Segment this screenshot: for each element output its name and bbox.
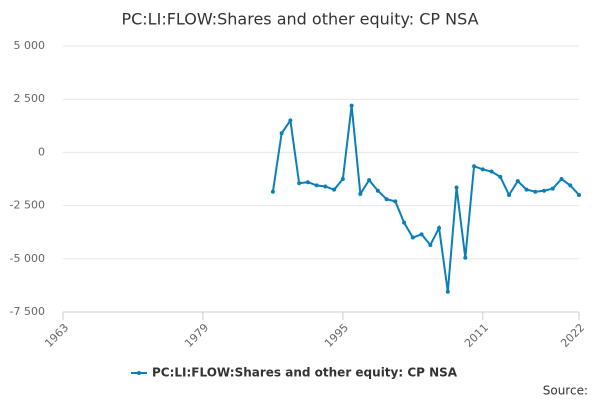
point — [568, 183, 573, 188]
point — [270, 189, 275, 194]
point — [402, 220, 407, 225]
point — [279, 131, 284, 136]
point — [332, 187, 337, 192]
point — [367, 178, 372, 183]
chart-title: PC:LI:FLOW:Shares and other equity: CP N… — [121, 10, 478, 29]
point — [542, 188, 547, 193]
point — [419, 232, 424, 237]
y-tick-label: 5 000 — [14, 39, 46, 52]
point — [428, 242, 433, 247]
point — [507, 192, 512, 197]
x-tick-label: 2011 — [462, 321, 491, 350]
point — [515, 179, 520, 184]
y-tick-label: 0 — [38, 145, 45, 158]
point — [480, 167, 485, 172]
point — [323, 184, 328, 189]
x-tick-label: 1963 — [42, 321, 71, 350]
point — [524, 187, 529, 192]
point — [454, 185, 459, 190]
y-tick-label: 2 500 — [14, 92, 46, 105]
legend-label: PC:LI:FLOW:Shares and other equity: CP N… — [152, 366, 458, 380]
point — [489, 169, 494, 174]
point — [463, 255, 468, 260]
point — [305, 180, 310, 185]
point — [297, 181, 302, 186]
point — [559, 177, 564, 181]
point — [340, 177, 345, 181]
point — [393, 199, 398, 204]
point — [358, 191, 363, 196]
point — [533, 189, 538, 194]
y-tick-label: -5 000 — [10, 252, 45, 265]
x-tick-label: 1995 — [322, 321, 351, 350]
legend-marker — [137, 371, 141, 375]
point — [550, 186, 555, 191]
point — [314, 183, 319, 188]
point — [288, 118, 293, 123]
point — [445, 289, 450, 294]
point — [384, 197, 389, 202]
point — [472, 164, 477, 169]
y-tick-label: -7 500 — [10, 305, 45, 318]
source: Source: — [543, 384, 588, 398]
point — [437, 225, 442, 230]
point — [349, 103, 354, 108]
point — [498, 174, 503, 179]
x-tick-label: 2022 — [558, 321, 587, 350]
point — [577, 192, 581, 197]
line — [271, 105, 580, 292]
x-tick-label: 1979 — [182, 321, 211, 350]
y-tick-label: -2 500 — [10, 199, 45, 212]
point — [410, 235, 415, 240]
point — [375, 188, 380, 193]
